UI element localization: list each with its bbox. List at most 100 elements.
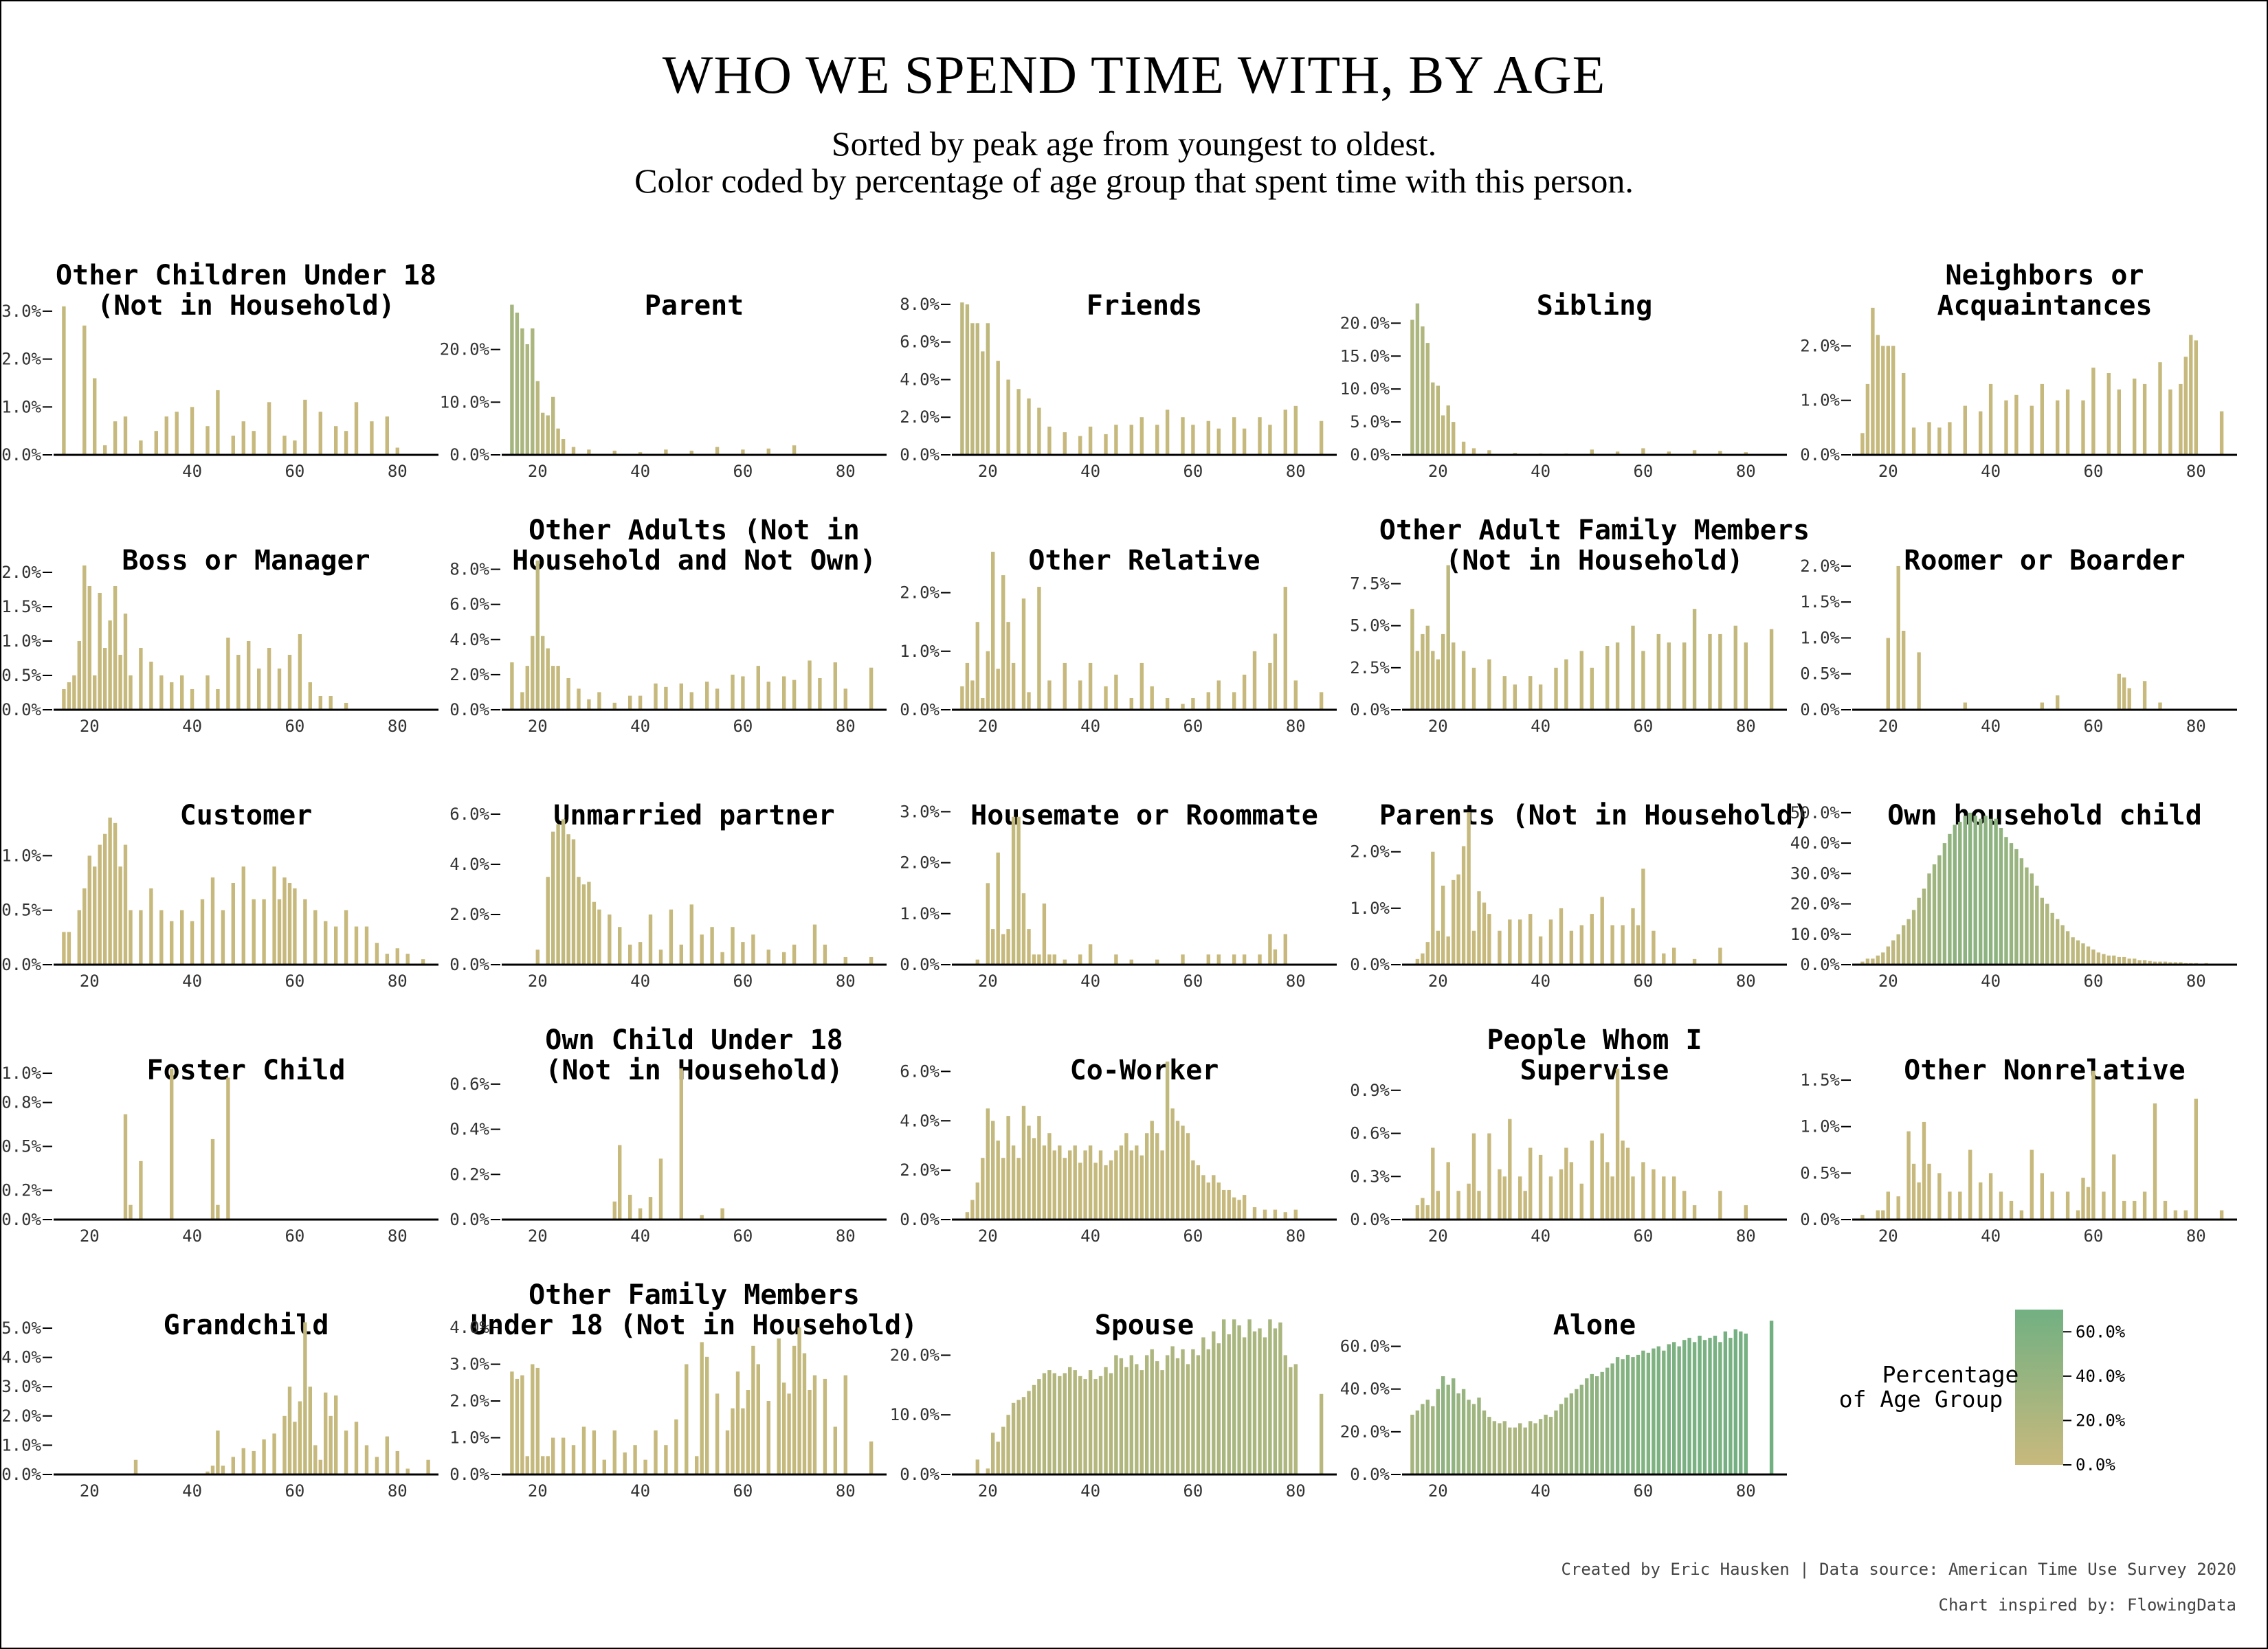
bar [354,1422,359,1474]
bar [1702,1340,1707,1474]
bar [2076,1210,2080,1220]
bar [62,306,66,455]
bar [1114,674,1118,710]
bar [159,910,164,965]
x-tick-label: 80 [1286,972,1306,991]
x-tick-label: 20 [978,717,998,736]
bar [267,648,271,710]
y-tick-label: 1.0% [1,631,41,651]
bar [1206,1182,1210,1220]
bar [1021,1397,1026,1474]
bar [1104,434,1108,455]
bar [1723,1331,1728,1474]
bar [1942,843,1947,965]
bar [1436,1191,1440,1220]
bar [1502,676,1507,710]
bar [2158,961,2162,965]
y-tick-label: 2.0% [900,853,940,873]
bar [1865,383,1870,455]
y-tick-label: 1.5% [1,597,41,616]
bar [679,1068,683,1220]
y-tick-label: 3.0% [1,1377,41,1396]
bar [1425,1205,1430,1220]
bar [1876,335,1880,455]
bar [1206,1349,1210,1474]
y-tick-label: 40.0% [1790,833,1841,853]
panel-title: Foster Child [147,1055,346,1086]
color-legend: Percentage of Age Group 60.0% 40.0% 20.0% 0… [1839,1310,2126,1474]
y-tick-label: 0.0% [900,445,940,464]
panel-title: Roomer or Boarder [1904,545,2185,576]
bar [334,1395,338,1474]
bar [2122,1200,2126,1220]
bar [1886,946,1890,965]
bar [1206,692,1210,710]
panel: Sibling 20 40 60 80 0.0% 5.0% 10.0% 15.0% 20.0% [1340,290,1787,481]
bar [87,855,91,965]
bar [1891,346,1895,455]
bar [1538,1154,1543,1220]
panel-title: Spouse [1095,1310,1194,1341]
subtitle-line-1: Sorted by peak age from youngest to olde… [831,124,1437,163]
bar [1273,1209,1278,1220]
bar [1652,930,1656,965]
y-tick-label: 2.0% [900,407,940,427]
bar [1452,422,1456,455]
x-tick-label: 20 [1428,972,1448,991]
bar [216,390,220,455]
bar [1058,1145,1062,1220]
bar [986,1108,990,1220]
bar [344,910,348,965]
bar [1098,1376,1103,1474]
bar [2194,1099,2198,1220]
bar [1958,1191,1962,1220]
x-tick-label: 80 [836,1481,856,1501]
bar [1973,816,1977,965]
bar [1160,1150,1164,1220]
bar [581,884,586,965]
bar [2091,1070,2095,1220]
x-tick-label: 40 [1981,1226,2001,1246]
bar [2040,1173,2044,1220]
bar [1139,1370,1144,1474]
bar [965,1212,970,1220]
bar [1958,822,1962,965]
panel-title: (Not in Household) [1445,545,1743,576]
bar [1421,633,1425,710]
bar [541,636,545,710]
bar [1662,1350,1666,1474]
y-tick-label: 6.0% [449,805,489,824]
panel: Spouse 20 40 60 80 0.0% 10.0% 20.0% [890,1310,1337,1501]
bar [581,1426,586,1474]
bar [1042,904,1047,965]
bar [2086,1187,2091,1220]
y-tick-label: 0.2% [1,1180,41,1200]
bar [1718,451,1722,456]
legend-tick-label: 0.0% [2076,1455,2115,1474]
bar [231,436,235,455]
x-tick-label: 20 [528,1226,548,1246]
bar [1421,953,1425,965]
bar [1181,954,1185,965]
bar [1258,954,1262,965]
bar [566,834,570,965]
bar [1206,420,1210,455]
bar [2040,383,2044,455]
bar [344,1431,348,1474]
y-tick-label: 2.0% [1,563,41,582]
bar [1063,1373,1067,1474]
bar [756,1364,760,1474]
x-tick-label: 80 [2186,972,2206,991]
bar [1718,947,1722,965]
bar [1170,1108,1175,1220]
bar [981,1158,985,1220]
bar [792,445,797,455]
bar [262,1439,266,1474]
y-tick-label: 20.0% [440,340,490,359]
bar [1021,598,1026,710]
bar [421,959,425,965]
bar [1871,958,1875,965]
bar [170,1068,174,1220]
bar [664,1445,668,1474]
bar [2163,1200,2168,1220]
